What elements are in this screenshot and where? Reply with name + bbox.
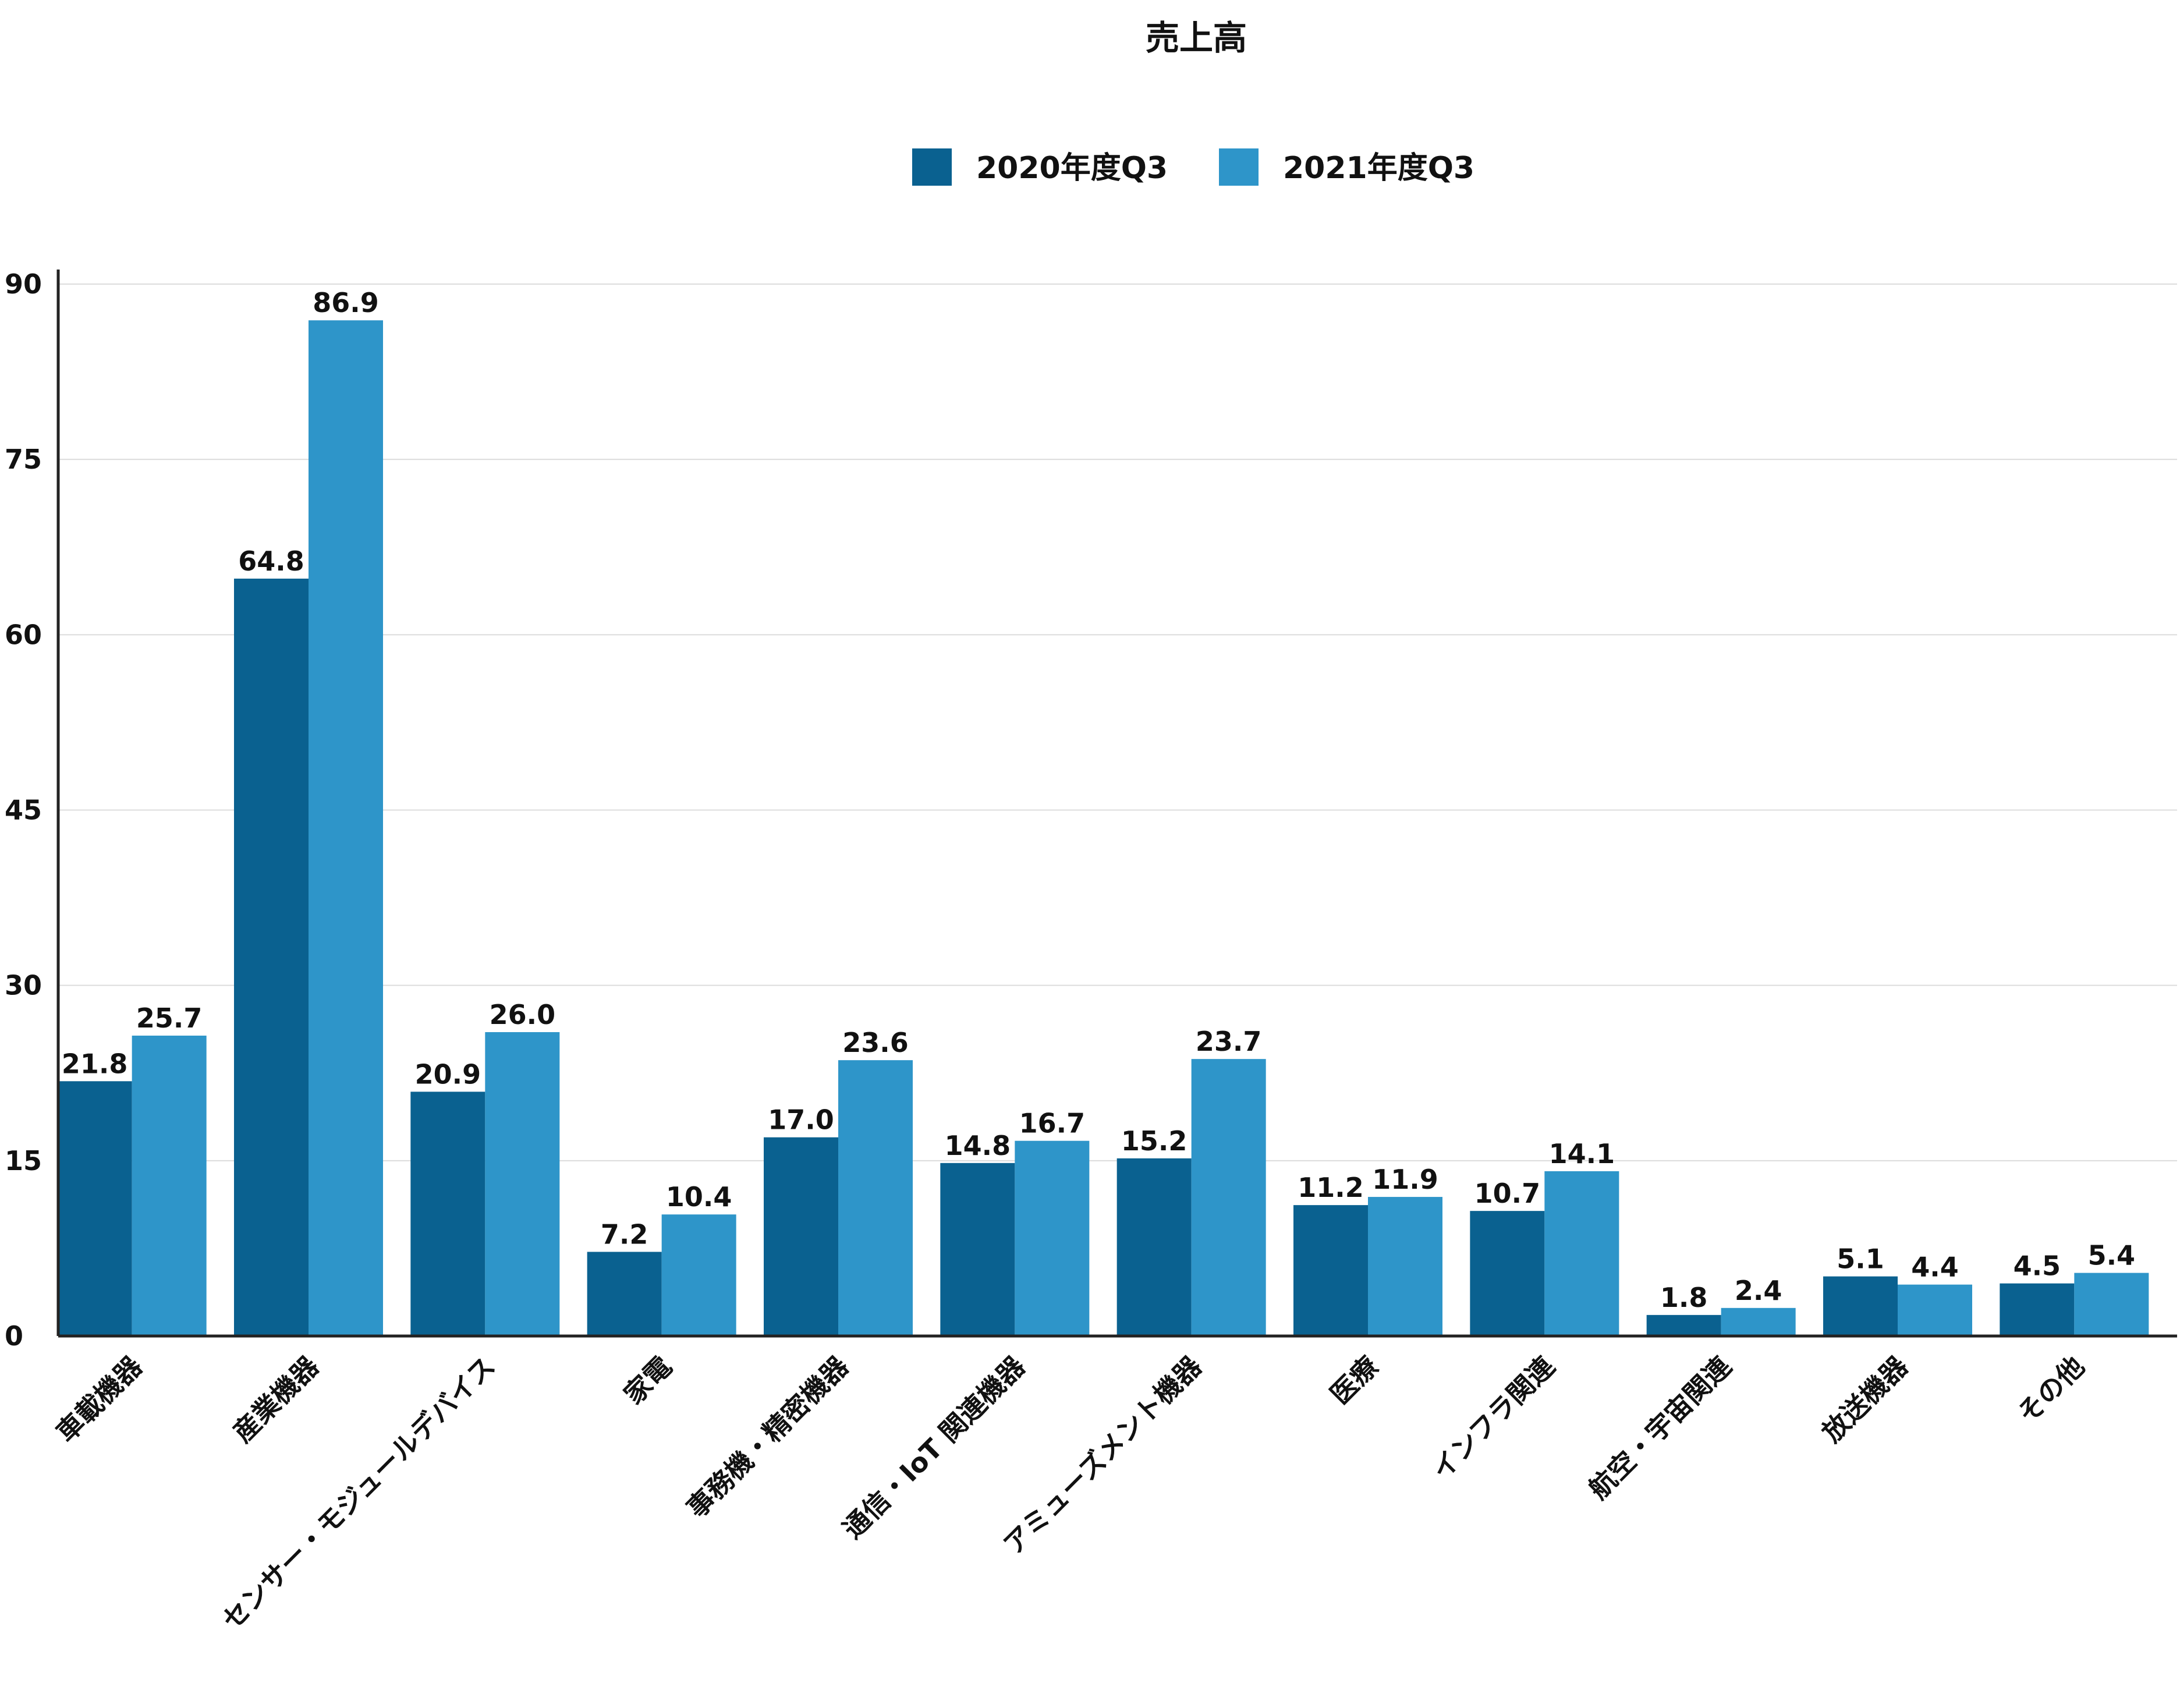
data-label: 5.1	[1837, 1243, 1884, 1275]
bar	[2000, 1283, 2075, 1336]
legend-label: 2020年度Q3	[976, 151, 1168, 186]
bar	[1646, 1314, 1721, 1336]
x-tick-label: その他	[2011, 1351, 2090, 1430]
bar	[132, 1036, 207, 1336]
bar	[57, 1081, 132, 1336]
bar	[485, 1032, 560, 1336]
y-tick-label: 30	[5, 970, 42, 1001]
data-label: 25.7	[136, 1002, 203, 1034]
data-label: 1.8	[1660, 1282, 1708, 1313]
bar	[838, 1060, 913, 1336]
data-label: 14.1	[1549, 1138, 1615, 1170]
data-label: 26.0	[490, 999, 556, 1030]
x-tick-label: アミューズメント機器	[997, 1350, 1208, 1561]
x-tick-label: 産業機器	[226, 1350, 325, 1448]
data-label: 23.7	[1196, 1026, 1262, 1057]
bar	[309, 320, 383, 1336]
data-label: 4.4	[1911, 1252, 1959, 1283]
bar	[234, 578, 309, 1337]
legend-label: 2021年度Q3	[1283, 151, 1474, 186]
data-label: 2.4	[1735, 1275, 1782, 1306]
data-labels: 21.8 25.7 64.8 86.9 20.9 26.0 7.2 10.4 17.0 23.6 1…	[62, 287, 2135, 1313]
data-label: 7.2	[601, 1218, 648, 1250]
bar	[661, 1214, 736, 1336]
data-label: 20.9	[415, 1058, 481, 1090]
data-label: 15.2	[1121, 1125, 1188, 1157]
bar	[1116, 1158, 1192, 1336]
data-label: 64.8	[238, 545, 304, 577]
y-tick-label: 45	[5, 795, 42, 826]
y-tick-label: 15	[5, 1145, 42, 1177]
x-tick-label: 航空・宇宙関連	[1583, 1350, 1738, 1505]
y-tick-label: 75	[5, 444, 42, 475]
bars	[57, 320, 2149, 1337]
data-label: 11.2	[1298, 1172, 1364, 1203]
data-label: 4.5	[2014, 1250, 2061, 1282]
bar	[587, 1252, 662, 1336]
data-label: 21.8	[62, 1048, 128, 1079]
bar	[2074, 1273, 2149, 1336]
bar	[1191, 1059, 1266, 1336]
y-axis-ticks: 0 15 30 45 60 75 90	[5, 268, 42, 1352]
data-label: 23.6	[842, 1027, 909, 1058]
chart-title: 売上高	[1146, 18, 1247, 58]
data-label: 10.4	[666, 1181, 732, 1213]
legend: 2020年度Q3 2021年度Q3	[912, 148, 1474, 186]
y-tick-label: 60	[5, 619, 42, 650]
data-label: 5.4	[2088, 1240, 2136, 1271]
bar	[1823, 1276, 1898, 1336]
data-label: 11.9	[1372, 1164, 1438, 1195]
bar	[1544, 1171, 1619, 1336]
bar	[1898, 1284, 1972, 1336]
legend-swatch	[912, 148, 952, 186]
bar	[1015, 1140, 1090, 1336]
x-tick-label: 家電	[618, 1351, 678, 1411]
gridlines	[58, 284, 2177, 1161]
x-tick-label: センサー・モジュールデバイス	[216, 1351, 501, 1636]
x-tick-label: 通信・IoT 関連機器	[836, 1350, 1031, 1545]
x-tick-label: 医療	[1324, 1351, 1384, 1411]
bar	[764, 1137, 838, 1336]
bar	[940, 1163, 1015, 1336]
bar	[1368, 1197, 1442, 1336]
bar	[1721, 1307, 1796, 1336]
y-tick-label: 0	[5, 1320, 23, 1352]
data-label: 86.9	[313, 287, 379, 318]
bar	[1470, 1211, 1545, 1336]
data-label: 17.0	[768, 1104, 834, 1136]
x-tick-label: インフラ関連	[1426, 1350, 1561, 1486]
data-label: 16.7	[1019, 1108, 1086, 1139]
bar	[410, 1092, 485, 1336]
y-tick-label: 90	[5, 268, 42, 300]
data-label: 10.7	[1474, 1178, 1541, 1209]
legend-swatch	[1219, 148, 1259, 186]
x-tick-label: 車載機器	[50, 1350, 148, 1448]
x-tick-label: 事務機・精密機器	[680, 1350, 855, 1524]
bar	[1293, 1205, 1368, 1336]
x-tick-label: 放送機器	[1816, 1350, 1914, 1448]
data-label: 14.8	[945, 1130, 1011, 1161]
